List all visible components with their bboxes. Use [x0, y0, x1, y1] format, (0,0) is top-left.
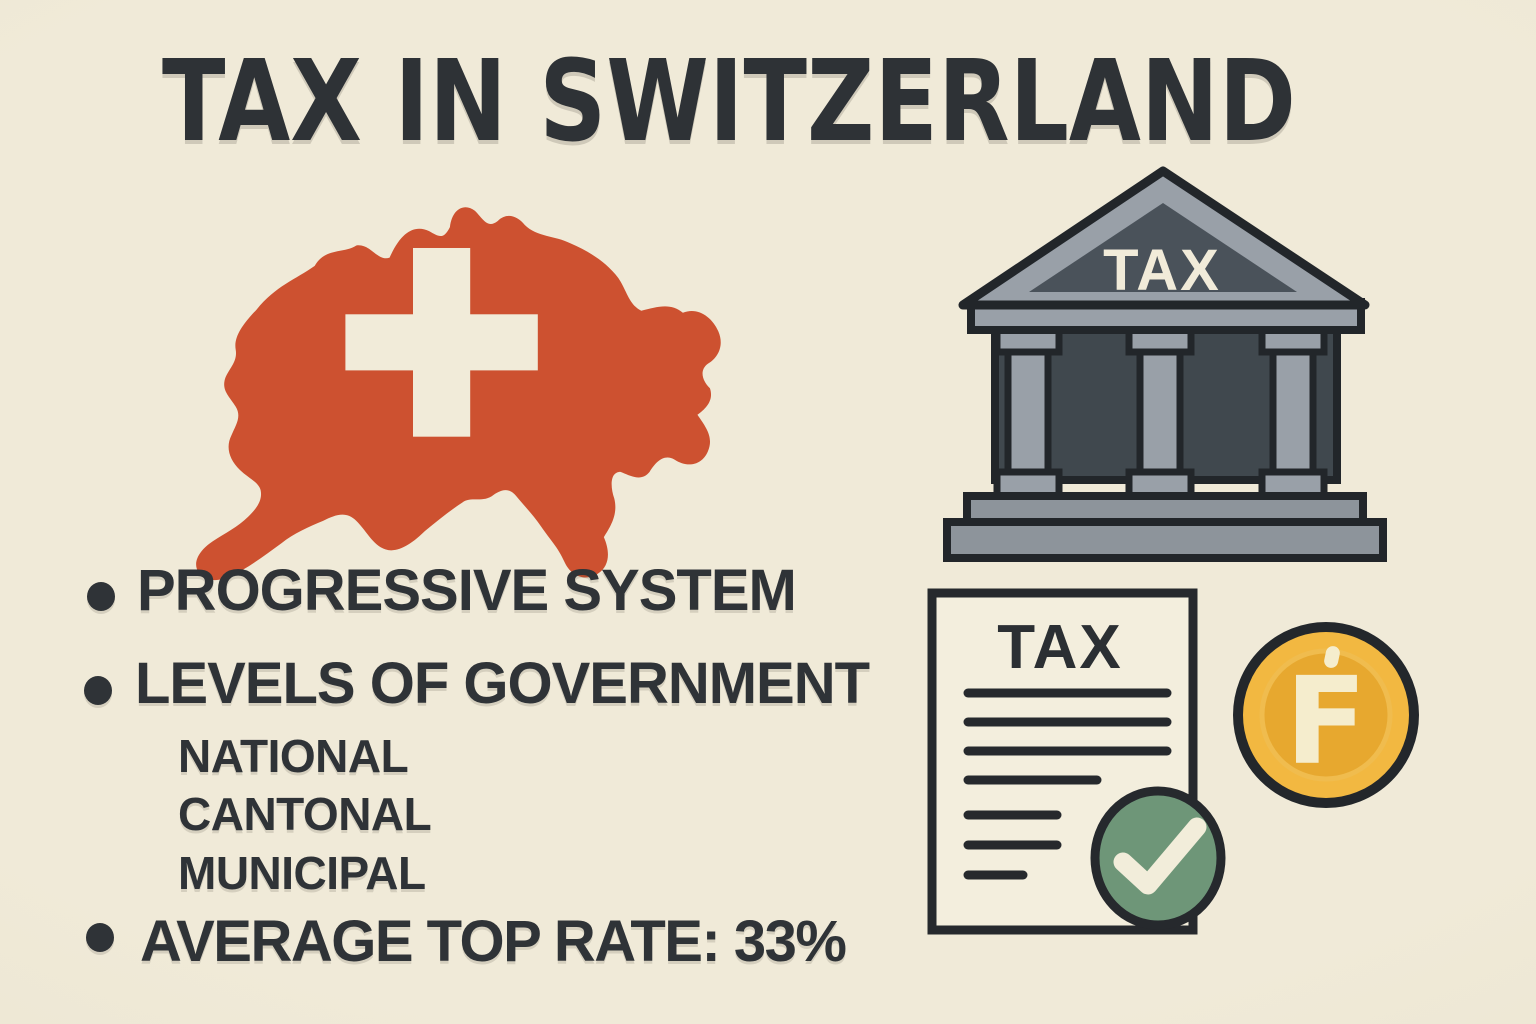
coin-currency-symbol: F [1285, 653, 1367, 792]
building-columns [993, 324, 1328, 500]
page-title: TAX IN SWITZERLAND [162, 37, 1296, 167]
bullet-levels-of-government: LEVELS OF GOVERNMENT [135, 651, 870, 716]
building-step-lower [943, 518, 1387, 562]
tax-document-icon: TAX [927, 588, 1226, 935]
franc-coin-icon: F [1233, 622, 1419, 808]
sub-level-cantonal: CANTONAL [178, 788, 432, 840]
sub-level-municipal: MUNICIPAL [178, 847, 426, 899]
bullet-progressive-system: PROGRESSIVE SYSTEM [137, 558, 797, 623]
coin-inner [1259, 648, 1393, 782]
switzerland-map-icon [196, 207, 721, 581]
swiss-cross-icon [345, 247, 538, 437]
document-header: TAX [997, 613, 1122, 682]
checkmark-icon [1090, 786, 1226, 930]
coin-symbol-accent [1324, 646, 1340, 668]
bullet-dot [86, 923, 114, 952]
document-text-lines [963, 688, 1172, 880]
government-building-icon: TAX [943, 166, 1387, 562]
bullet-dot [84, 676, 112, 705]
page-title-svg: TAX IN SWITZERLAND [162, 37, 1296, 167]
building-pediment-inner [1029, 203, 1297, 292]
bullet-average-top-rate: AVERAGE TOP RATE: 33% [140, 909, 847, 974]
bullet-dot [87, 582, 115, 611]
building-pediment-label: TAX [1103, 238, 1221, 303]
sub-level-national: NATIONAL [178, 730, 409, 782]
